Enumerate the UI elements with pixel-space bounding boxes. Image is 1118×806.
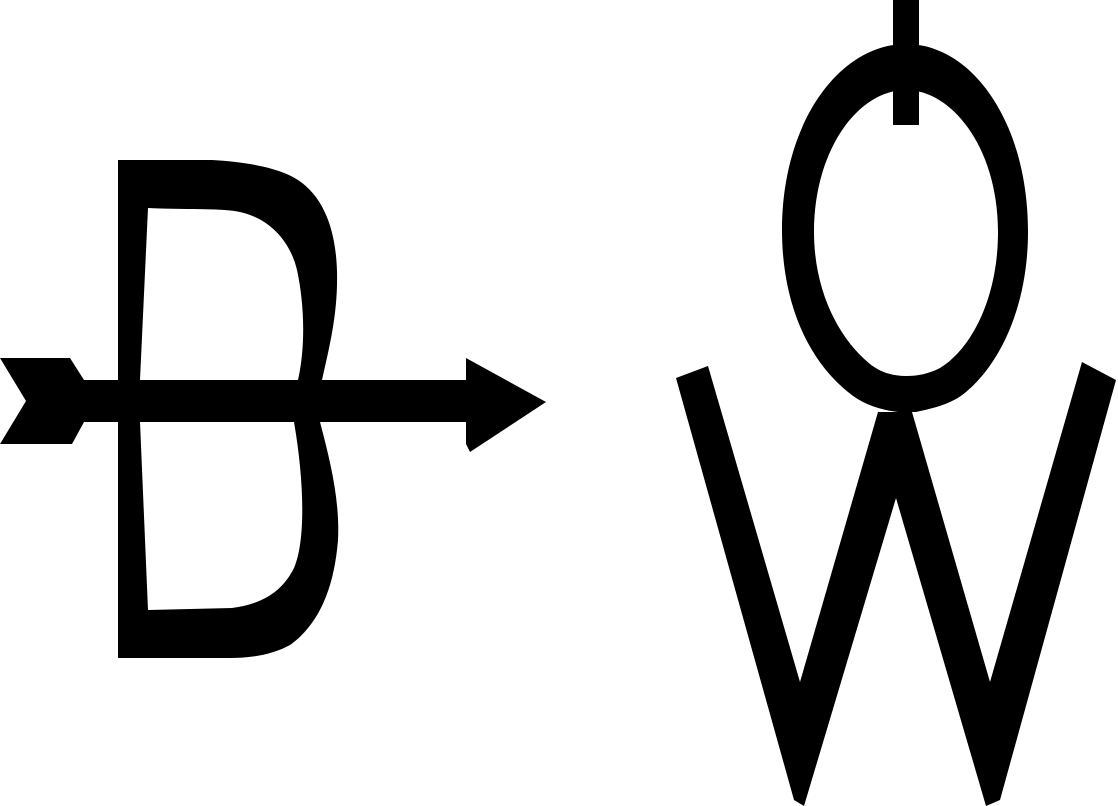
arrow-tip-icon xyxy=(466,358,546,452)
arrow-fletching-icon xyxy=(0,358,84,444)
bow-and-arrow-mark xyxy=(0,160,546,658)
ow-monogram-mark xyxy=(676,0,1116,806)
arrow-shaft-icon xyxy=(80,380,468,422)
monogram-w-icon xyxy=(676,362,1116,806)
